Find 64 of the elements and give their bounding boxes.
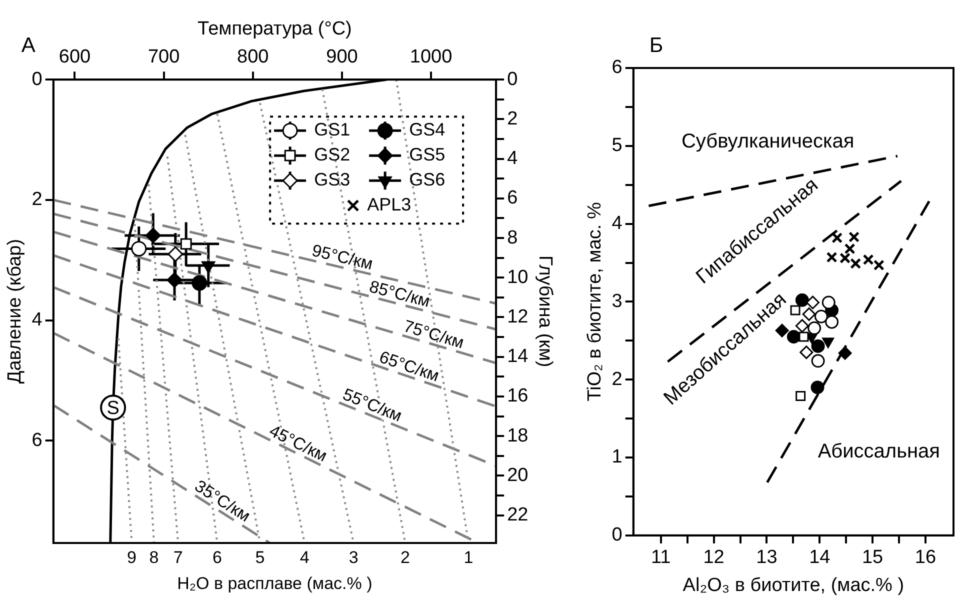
annotation: 2: [400, 548, 410, 568]
y2-tick-label: 20: [507, 464, 528, 486]
y-axis-title: TiO₂ в биотите, мас. %: [584, 202, 606, 402]
y-tick-label: 2: [612, 368, 622, 390]
annotation: Абиссальная: [818, 440, 940, 463]
legend-label: GS4: [409, 120, 446, 140]
annotation: 8: [149, 548, 159, 568]
x-tick-label: 900: [326, 46, 358, 68]
annotation: Субвулканическая: [681, 130, 854, 152]
x-tick-label: 700: [148, 46, 180, 68]
x-tick-label: 15: [862, 547, 884, 568]
x-axis-title: Al₂O₃ в биотите, (мас.% ): [682, 574, 904, 596]
y-tick-label: 3: [612, 290, 622, 312]
annotation: S: [106, 398, 120, 419]
y-axis-title: Давление (кбар): [4, 238, 26, 384]
y-tick-label: 2: [32, 189, 42, 210]
legend-label: GS3: [314, 170, 350, 190]
y2-tick-label: 4: [507, 148, 518, 170]
y2-tick-label: 0: [507, 68, 518, 90]
annotation: 6: [212, 548, 222, 568]
y2-tick-label: 12: [507, 306, 528, 328]
y2-tick-label: 22: [507, 504, 528, 526]
annotation: 4: [300, 548, 310, 568]
annotation: 75°C/км: [402, 316, 466, 352]
y2-tick-label: 6: [507, 188, 518, 209]
y2-tick-label: 10: [507, 266, 528, 288]
chart-title: А: [21, 34, 36, 57]
x-tick-label: 1000: [410, 46, 452, 68]
annotation: 7: [173, 548, 183, 568]
y2-tick-label: 18: [507, 425, 528, 446]
y-tick-label: 4: [32, 310, 43, 331]
x-tick-label: 12: [703, 547, 724, 568]
y2-tick-label: 16: [507, 386, 528, 407]
x-tick-label: 14: [809, 547, 831, 568]
y-tick-label: 5: [612, 135, 622, 156]
legend-label: APL3: [367, 194, 412, 215]
y2-tick-label: 14: [507, 346, 529, 368]
annotation: 5: [255, 548, 265, 568]
y-tick-label: 6: [612, 57, 622, 78]
x-tick-label: 800: [237, 46, 269, 68]
text: H₂O в расплаве (мас.% ): [177, 574, 372, 594]
y-tick-label: 4: [612, 213, 623, 234]
x-tick-label: 11: [651, 547, 671, 568]
y-tick-label: 0: [612, 524, 622, 546]
chart-title: Б: [649, 34, 664, 57]
y-tick-label: 1: [612, 446, 622, 468]
y-tick-label: 6: [32, 430, 42, 451]
legend-label: GS2: [314, 144, 350, 165]
x-axis-title: Температура (°C): [198, 18, 352, 40]
annotation: 1: [464, 548, 474, 568]
legend-label: GS6: [409, 170, 446, 190]
legend-label: GS1: [314, 120, 350, 140]
annotation: 95°C/км: [310, 240, 375, 274]
x-tick-label: 16: [914, 547, 936, 568]
y2-tick-label: 8: [507, 227, 518, 248]
legend-label: GS5: [409, 144, 446, 165]
x-tick-label: 600: [58, 46, 91, 68]
y2-tick-label: 2: [507, 108, 518, 130]
x-tick-label: 13: [756, 547, 778, 568]
y2-axis-title: Глубина (км): [534, 255, 556, 368]
annotation: 3: [348, 548, 358, 568]
annotation: 9: [127, 548, 136, 568]
y-tick-label: 0: [32, 68, 42, 90]
annotation: 85°C/км: [367, 276, 432, 311]
